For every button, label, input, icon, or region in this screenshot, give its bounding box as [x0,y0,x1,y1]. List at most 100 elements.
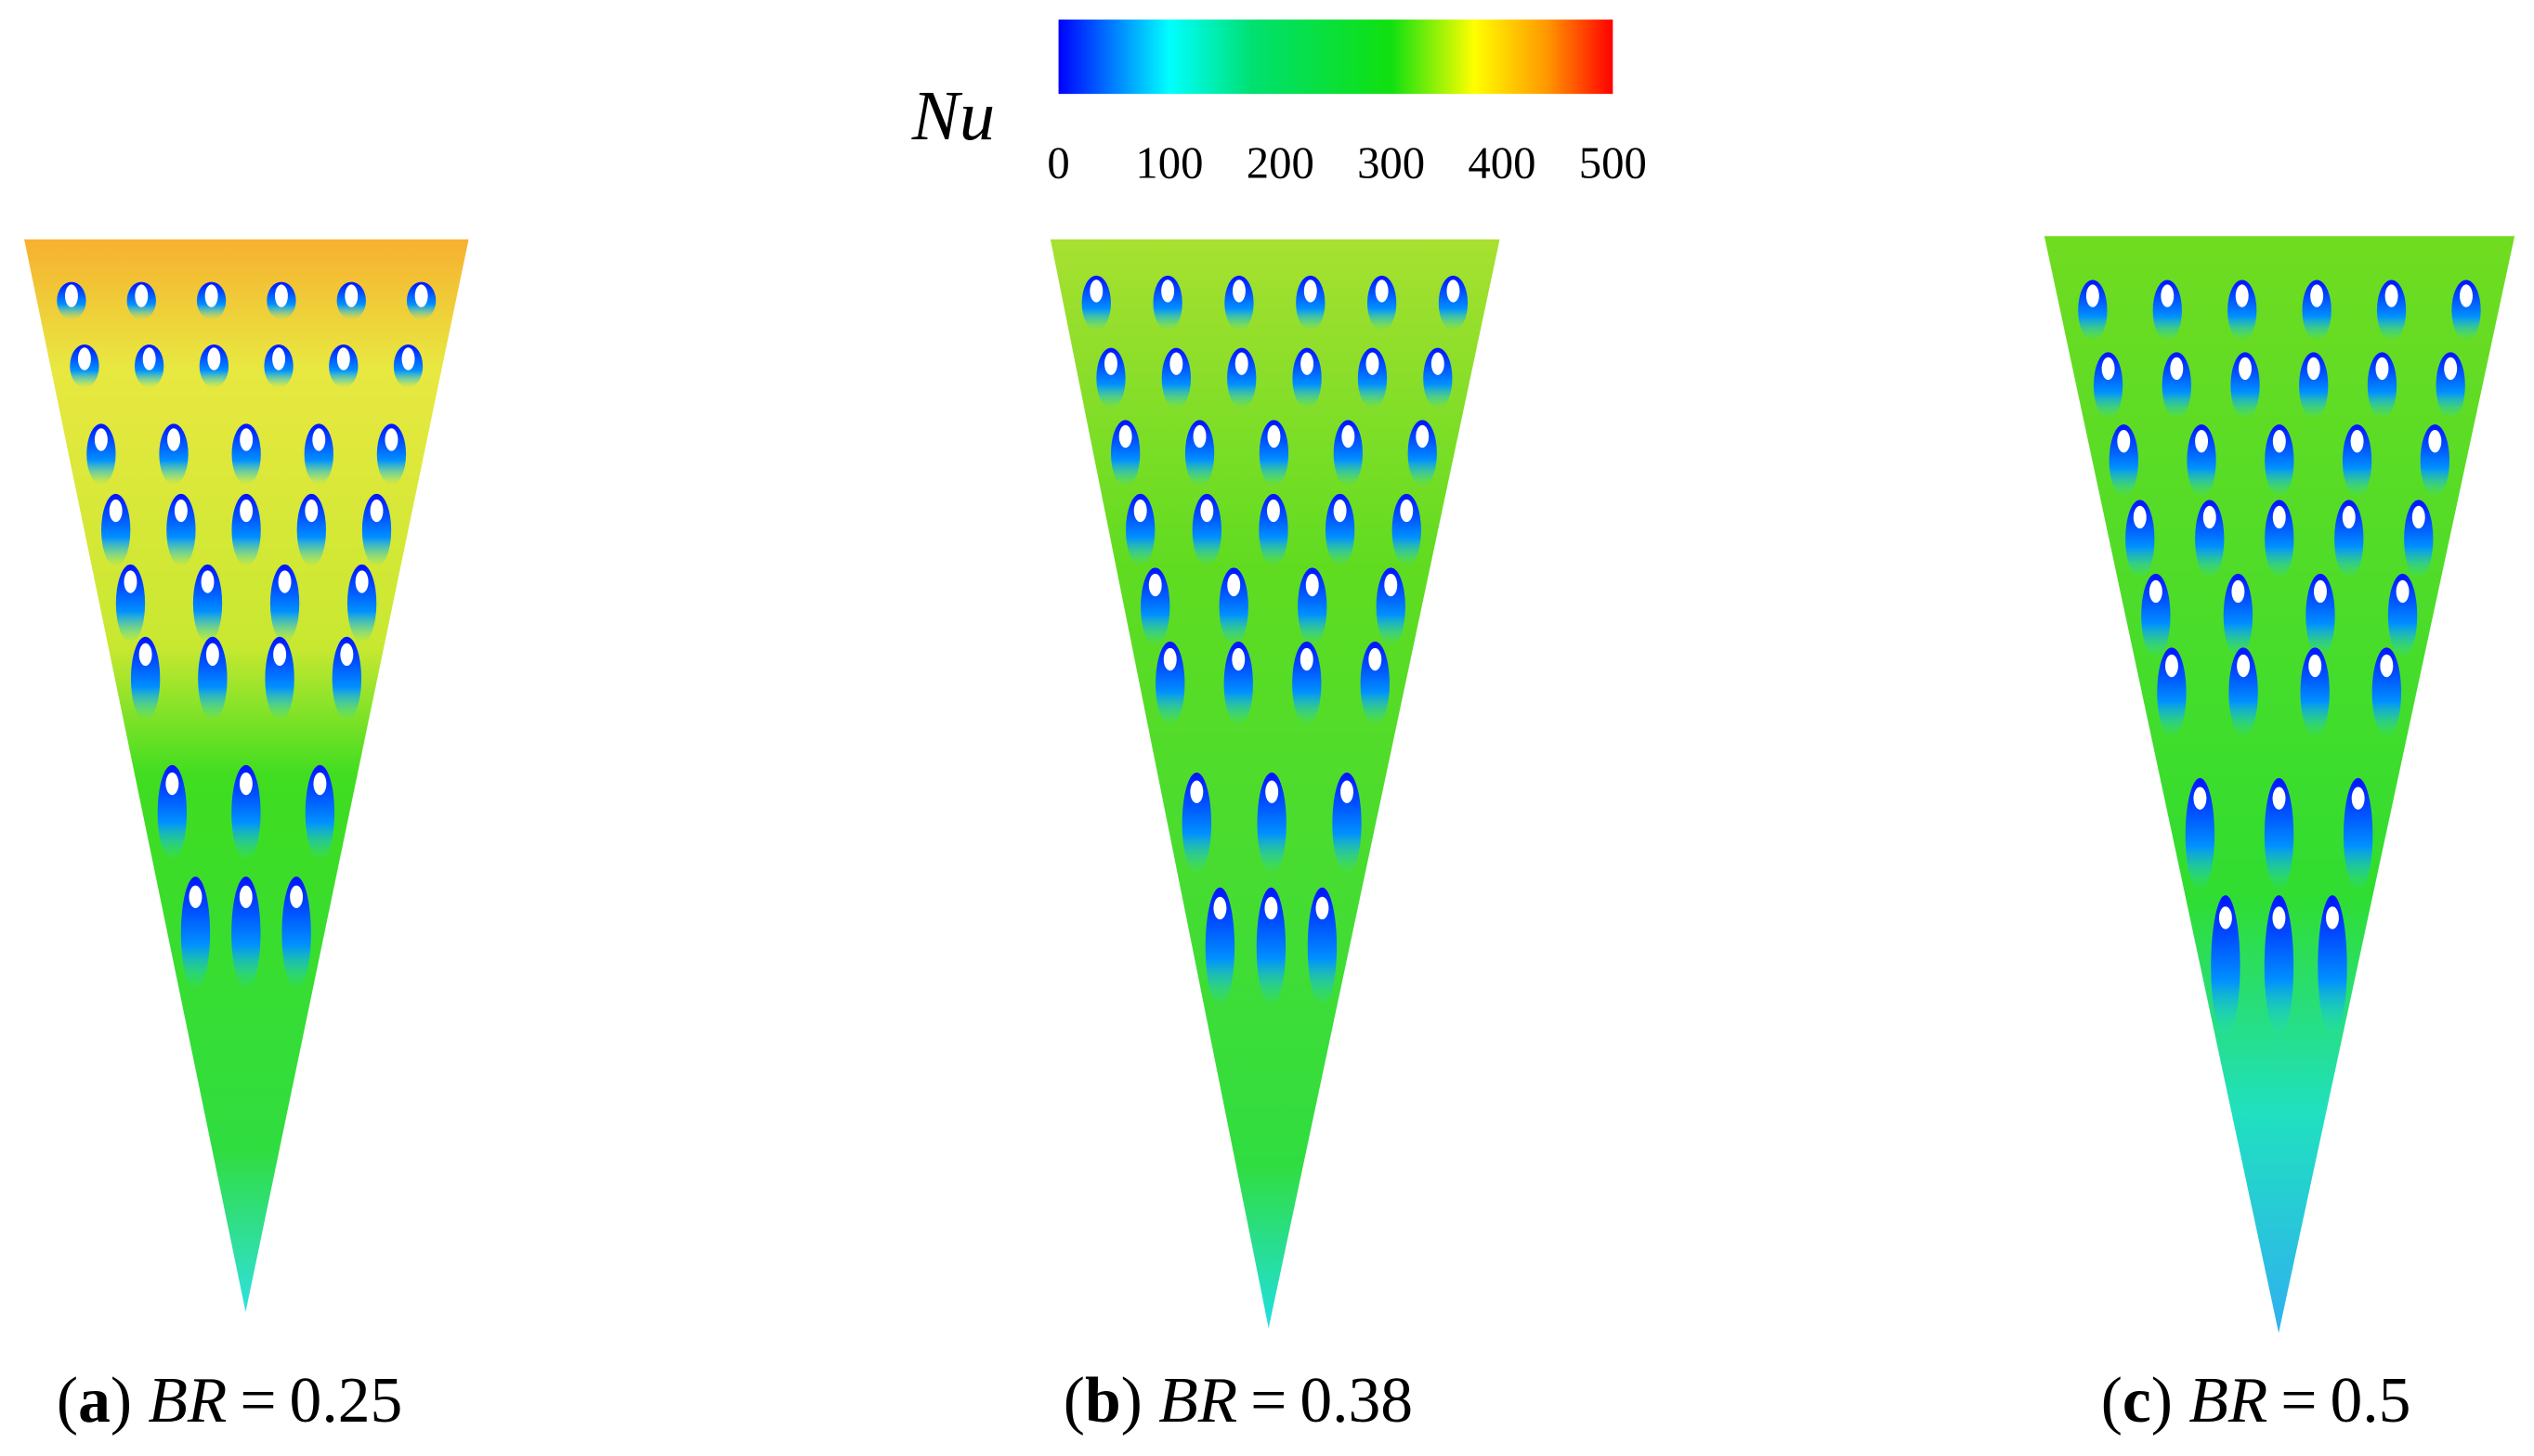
cooling-hole-wake [2093,352,2123,420]
cooling-hole-wake [2141,573,2171,658]
caption-part: BR [1158,1365,1237,1436]
cooling-hole-wake [332,636,361,722]
cooling-hole-wake [2195,500,2225,578]
cooling-hole [1333,499,1347,523]
cooling-hole-wake [2157,647,2187,738]
cooling-hole-wake [2387,573,2418,658]
cooling-hole [2272,906,2286,930]
cooling-hole [2101,357,2115,381]
cooling-hole [1303,280,1317,303]
cooling-hole-wake [1110,420,1141,488]
caption-part: 0.25 [290,1365,403,1436]
cooling-hole [2202,505,2216,529]
cooling-hole-wake [1153,275,1182,332]
cooling-hole [205,643,219,667]
cooling-hole-wake [265,636,294,722]
cooling-hole-wake [180,877,211,990]
cooling-hole [1163,647,1177,671]
cooling-hole [64,284,78,307]
cooling-hole [1161,280,1175,303]
cooling-hole [77,347,91,370]
cooling-hole [138,643,152,667]
cooling-hole [278,570,292,593]
cooling-hole-wake [2334,500,2364,578]
cooling-hole [1193,424,1207,448]
cooling-hole-wake [2344,777,2373,891]
cooling-hole [2237,654,2251,678]
cooling-hole-wake [1096,347,1126,410]
cooling-hole [240,499,254,523]
colorbar-tick-label: 0 [1047,138,1069,188]
cooling-hole-wake [2211,895,2240,1038]
cooling-hole-wake [198,636,228,722]
cooling-hole-wake [157,764,188,861]
cooling-hole-wake [2078,280,2108,341]
cooling-hole [1118,424,1132,448]
cooling-hole [2350,430,2364,453]
cooling-hole-wake [296,493,326,566]
cooling-hole-wake [1182,773,1211,875]
cooling-hole-wake [1292,641,1322,726]
cooling-hole [165,772,179,796]
cooling-hole [1375,280,1389,303]
cooling-hole-wake [1391,493,1421,566]
cooling-hole [385,428,398,451]
panel-caption: (c) BR = 0.5 [2101,1365,2411,1436]
cooling-hole-wake [346,564,377,644]
cooling-hole [2170,357,2184,381]
cooling-hole [167,428,180,451]
cooling-hole-wake [1223,641,1253,726]
cooling-hole [1267,424,1281,448]
caption-part: BR [148,1365,227,1436]
caption-part: ) [2151,1365,2173,1436]
cooling-hole [201,570,215,593]
cooling-hole [1365,352,1379,375]
caption-part: 0.38 [1300,1365,1413,1436]
cooling-hole-wake [269,564,300,644]
cooling-hole [1090,280,1104,303]
cooling-hole-wake [2264,777,2294,891]
cooling-hole [2149,579,2162,604]
contour-panel [2044,236,2515,1333]
cooling-hole [189,885,202,908]
cooling-hole-wake [1307,887,1338,1007]
cooling-hole [1300,352,1314,375]
cooling-hole-wake [2109,424,2138,498]
cooling-hole [2351,786,2365,810]
cooling-hole [1264,896,1278,920]
cooling-hole [1430,352,1444,375]
cooling-hole-wake [304,423,333,485]
cooling-hole-wake [2436,352,2465,420]
cooling-hole [239,772,253,796]
cooling-hole-wake [2152,280,2182,341]
cooling-hole [313,772,327,796]
cooling-hole [2308,654,2322,678]
cooling-hole-wake [1438,275,1469,332]
cooling-hole [2411,505,2425,529]
cooling-hole-wake [86,423,116,485]
cooling-hole [1305,573,1319,597]
cooling-hole-wake [2265,500,2294,578]
cooling-hole [2310,284,2324,307]
cooling-hole-wake [2300,647,2330,738]
cooling-hole [174,499,188,523]
cooling-hole-wake [1156,641,1185,726]
cooling-hole [336,347,350,370]
cooling-hole-wake [1325,493,1355,566]
cooling-hole-wake [1081,275,1111,332]
cooling-hole-wake [231,764,261,861]
cooling-hole-wake [305,764,335,861]
colorbar-tick-label: 500 [1579,138,1647,188]
cooling-hole [2384,284,2398,307]
cooling-hole [2428,430,2442,453]
cooling-hole-wake [2162,352,2191,420]
cooling-hole-wake [1357,347,1388,410]
caption-part: = [1250,1365,1287,1436]
caption-part: ( [1064,1365,1085,1436]
cooling-hole [1384,573,1398,597]
colorbar-tick-label: 400 [1468,138,1535,188]
cooling-hole-wake [231,423,261,485]
cooling-hole-wake [2305,573,2335,658]
cooling-hole [2235,284,2249,307]
cooling-hole [1190,780,1204,803]
